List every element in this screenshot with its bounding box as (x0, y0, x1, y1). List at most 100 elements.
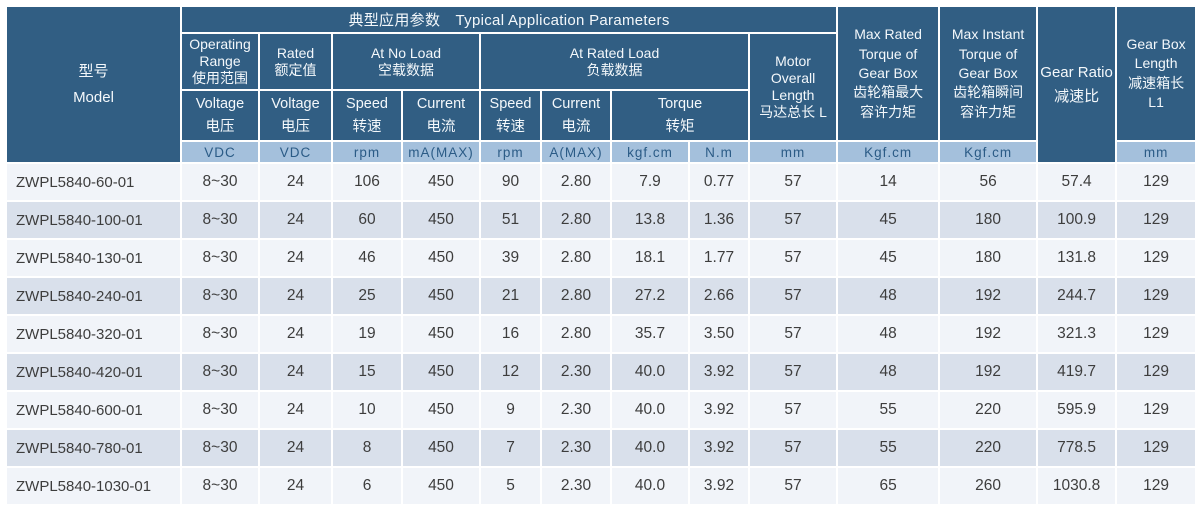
cell-motor-overall-length: 57 (747, 352, 839, 393)
cell-max-rated-torque: 55 (836, 390, 941, 431)
cell-no-load-current: 450 (401, 428, 481, 469)
cell-operating-voltage: 8~30 (180, 162, 260, 203)
cell-operating-voltage: 8~30 (180, 352, 260, 393)
cell-model: ZWPL5840-600-01 (5, 390, 182, 431)
cell-gearbox-length: 129 (1115, 314, 1198, 355)
cell-rated-voltage: 24 (258, 314, 333, 355)
cell-model: ZWPL5840-420-01 (5, 352, 182, 393)
header-torque: Torque 转矩 (610, 89, 750, 143)
cell-torque-nm: 3.92 (688, 466, 750, 507)
cell-no-load-speed: 46 (331, 238, 403, 279)
unit-current-no-load: mA(MAX) (401, 140, 481, 165)
cell-operating-voltage: 8~30 (180, 238, 260, 279)
cell-max-instant-torque: 220 (938, 428, 1039, 469)
cell-rated-load-current: 2.80 (540, 162, 612, 203)
cell-gear-ratio: 595.9 (1036, 390, 1118, 431)
cell-rated-load-speed: 5 (479, 466, 542, 507)
unit-current-rated-load: A(MAX) (540, 140, 612, 165)
header-max-rated-torque: Max Rated Torque of Gear Box 齿轮箱最大 容许力矩 (836, 4, 941, 143)
cell-rated-load-current: 2.30 (540, 352, 612, 393)
cell-motor-overall-length: 57 (747, 466, 839, 507)
typical-application-parameters-table: 型号 Model 典型应用参数 Typical Application Para… (5, 4, 1198, 507)
cell-torque-kgfcm: 18.1 (610, 238, 690, 279)
cell-no-load-current: 450 (401, 314, 481, 355)
cell-max-rated-torque: 45 (836, 238, 941, 279)
cell-torque-nm: 1.77 (688, 238, 750, 279)
cell-torque-kgfcm: 40.0 (610, 466, 690, 507)
cell-no-load-current: 450 (401, 200, 481, 241)
cell-no-load-speed: 60 (331, 200, 403, 241)
cell-rated-load-speed: 90 (479, 162, 542, 203)
cell-max-rated-torque: 48 (836, 352, 941, 393)
cell-operating-voltage: 8~30 (180, 390, 260, 431)
cell-gearbox-length: 129 (1115, 352, 1198, 393)
header-at-no-load: At No Load 空载数据 (331, 31, 481, 92)
cell-torque-kgfcm: 7.9 (610, 162, 690, 203)
cell-no-load-current: 450 (401, 276, 481, 317)
cell-rated-voltage: 24 (258, 390, 333, 431)
cell-gearbox-length: 129 (1115, 466, 1198, 507)
header-at-rated-load: At Rated Load 负载数据 (479, 31, 750, 92)
cell-no-load-speed: 6 (331, 466, 403, 507)
unit-max-instant-torque: Kgf.cm (938, 140, 1039, 165)
table-row: ZWPL5840-100-01 8~30 24 60 450 51 2.80 13.8 1.36… (5, 200, 1198, 241)
header-operating-range: Operating Range 使用范围 (180, 31, 260, 92)
cell-rated-voltage: 24 (258, 238, 333, 279)
table-header: 型号 Model 典型应用参数 Typical Application Para… (5, 4, 1198, 165)
header-current-no-load: Current 电流 (401, 89, 481, 143)
cell-torque-nm: 3.92 (688, 428, 750, 469)
cell-max-rated-torque: 48 (836, 314, 941, 355)
cell-rated-load-current: 2.80 (540, 314, 612, 355)
table-row: ZWPL5840-130-01 8~30 24 46 450 39 2.80 18.1 1.77… (5, 238, 1198, 279)
cell-rated-voltage: 24 (258, 276, 333, 317)
header-gearbox-length: Gear Box Length 减速箱长 L1 (1115, 4, 1198, 143)
unit-rated-voltage: VDC (258, 140, 333, 165)
cell-motor-overall-length: 57 (747, 276, 839, 317)
cell-no-load-speed: 15 (331, 352, 403, 393)
unit-torque-nm: N.m (688, 140, 750, 165)
cell-no-load-current: 450 (401, 390, 481, 431)
cell-no-load-speed: 19 (331, 314, 403, 355)
cell-max-rated-torque: 48 (836, 276, 941, 317)
unit-speed-rated-load: rpm (479, 140, 542, 165)
cell-operating-voltage: 8~30 (180, 276, 260, 317)
header-motor-overall-length: Motor Overall Length 马达总长 L (747, 31, 839, 143)
cell-torque-nm: 3.50 (688, 314, 750, 355)
cell-max-rated-torque: 45 (836, 200, 941, 241)
table-row: ZWPL5840-240-01 8~30 24 25 450 21 2.80 27.2 2.66… (5, 276, 1198, 317)
cell-motor-overall-length: 57 (747, 200, 839, 241)
header-rated: Rated 额定值 (258, 31, 333, 92)
cell-torque-nm: 0.77 (688, 162, 750, 203)
cell-max-instant-torque: 180 (938, 238, 1039, 279)
cell-no-load-speed: 106 (331, 162, 403, 203)
cell-motor-overall-length: 57 (747, 314, 839, 355)
header-speed-rated-load: Speed 转速 (479, 89, 542, 143)
cell-rated-load-current: 2.30 (540, 390, 612, 431)
header-current-rated-load: Current 电流 (540, 89, 612, 143)
cell-max-instant-torque: 260 (938, 466, 1039, 507)
cell-torque-kgfcm: 40.0 (610, 428, 690, 469)
cell-operating-voltage: 8~30 (180, 466, 260, 507)
table-row: ZWPL5840-320-01 8~30 24 19 450 16 2.80 35.7 3.50… (5, 314, 1198, 355)
cell-gear-ratio: 778.5 (1036, 428, 1118, 469)
unit-operating-voltage: VDC (180, 140, 260, 165)
cell-rated-load-current: 2.80 (540, 276, 612, 317)
cell-gear-ratio: 1030.8 (1036, 466, 1118, 507)
cell-gear-ratio: 57.4 (1036, 162, 1118, 203)
cell-gear-ratio: 100.9 (1036, 200, 1118, 241)
table-row: ZWPL5840-60-01 8~30 24 106 450 90 2.80 7.9 0.77 5… (5, 162, 1198, 203)
cell-model: ZWPL5840-780-01 (5, 428, 182, 469)
cell-max-rated-torque: 65 (836, 466, 941, 507)
unit-max-rated-torque: Kgf.cm (836, 140, 941, 165)
cell-no-load-current: 450 (401, 466, 481, 507)
cell-torque-nm: 3.92 (688, 390, 750, 431)
cell-model: ZWPL5840-320-01 (5, 314, 182, 355)
header-voltage-rated: Voltage 电压 (258, 89, 333, 143)
cell-rated-load-current: 2.80 (540, 238, 612, 279)
cell-gearbox-length: 129 (1115, 276, 1198, 317)
cell-torque-kgfcm: 13.8 (610, 200, 690, 241)
cell-rated-load-speed: 7 (479, 428, 542, 469)
cell-gear-ratio: 321.3 (1036, 314, 1118, 355)
cell-torque-nm: 2.66 (688, 276, 750, 317)
